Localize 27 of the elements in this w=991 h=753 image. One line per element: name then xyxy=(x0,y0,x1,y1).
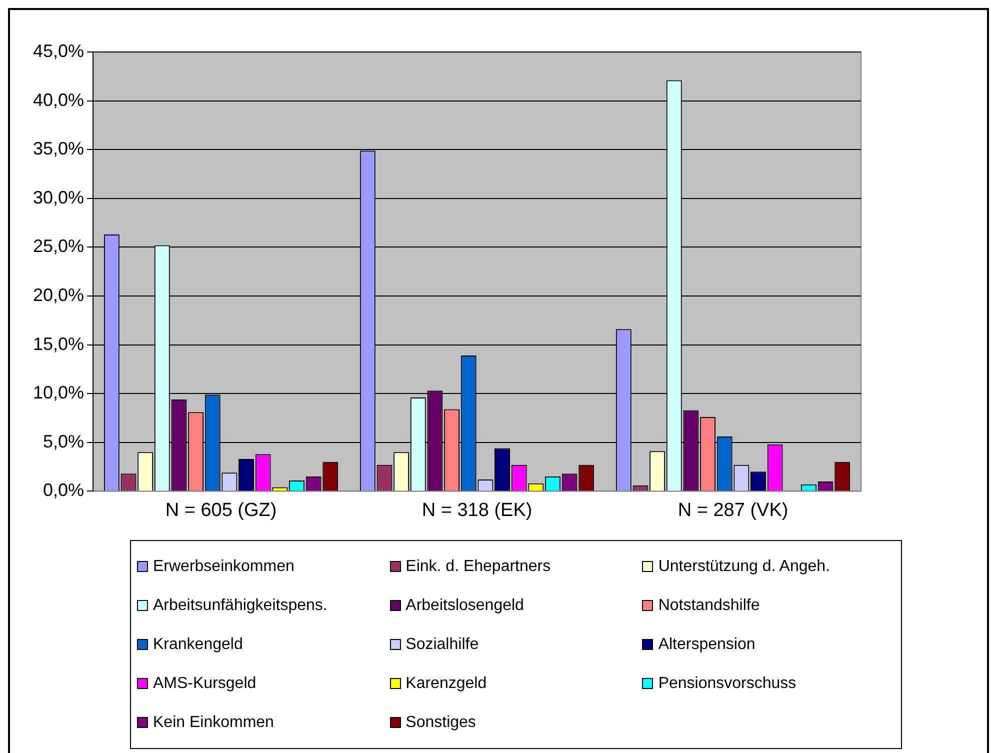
legend-label: Notstandshilfe xyxy=(658,596,760,614)
y-tick-label: 0,0% xyxy=(43,480,84,500)
legend-label: Eink. d. Ehepartners xyxy=(406,558,551,576)
y-tick-label: 35,0% xyxy=(32,138,84,159)
legend-label: Karenzgeld xyxy=(406,674,487,692)
legend-label: Arbeitsunfähigkeitspens. xyxy=(153,596,328,614)
y-tick-label: 10,0% xyxy=(32,382,84,403)
y-tick-label: 15,0% xyxy=(32,334,84,354)
legend-label: Kein Einkommen xyxy=(153,714,274,732)
legend-label: Unterstützung d. Angeh. xyxy=(658,558,830,576)
legend-label: AMS-Kursgeld xyxy=(153,674,256,692)
legend-label: Sonstiges xyxy=(406,714,476,732)
legend-label: Alterspension xyxy=(658,636,756,654)
y-tick-label: 30,0% xyxy=(32,187,84,208)
legend-label: Sozialhilfe xyxy=(406,636,479,654)
legend-label: Krankengeld xyxy=(153,636,243,654)
legend-label: Arbeitslosengeld xyxy=(406,596,524,614)
legend-label: Pensionsvorschuss xyxy=(658,674,796,692)
legend-label: Erwerbseinkommen xyxy=(153,558,294,576)
y-tick-label: 45,0% xyxy=(32,40,84,61)
x-tick-label: N = 605 (GZ) xyxy=(165,500,277,521)
y-tick-label: 40,0% xyxy=(32,90,84,110)
x-tick-label: N = 287 (VK) xyxy=(678,500,788,521)
y-tick-label: 25,0% xyxy=(32,236,84,256)
y-tick-label: 20,0% xyxy=(32,284,84,305)
y-tick-label: 5,0% xyxy=(43,431,84,452)
x-tick-label: N = 318 (EK) xyxy=(422,500,532,521)
